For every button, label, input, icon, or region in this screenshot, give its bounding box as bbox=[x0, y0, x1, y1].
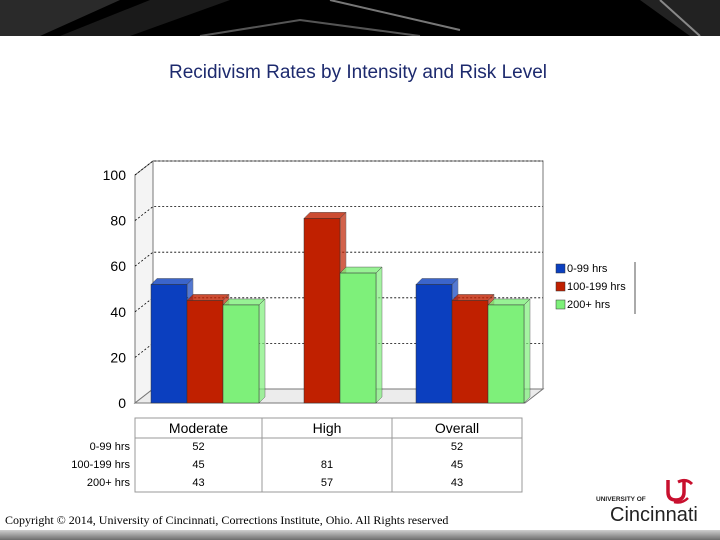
table-cell-value: 57 bbox=[321, 477, 333, 489]
bottom-bar bbox=[0, 530, 720, 540]
table-cell-value: 52 bbox=[451, 441, 463, 453]
banner-swoosh-graphic bbox=[0, 0, 720, 36]
bar-top bbox=[186, 294, 230, 301]
bar bbox=[415, 284, 453, 404]
top-decorative-banner bbox=[0, 0, 720, 36]
table-cell-value: 81 bbox=[321, 459, 333, 471]
bar-top bbox=[415, 278, 459, 285]
category-label: Moderate bbox=[169, 420, 228, 436]
table-cell-value: 43 bbox=[451, 477, 463, 489]
table-cell-value: 45 bbox=[451, 459, 463, 471]
data-table-border bbox=[134, 417, 523, 493]
legend-swatch bbox=[555, 281, 566, 292]
bar bbox=[150, 284, 188, 404]
bar bbox=[186, 300, 224, 404]
legend-swatch bbox=[555, 299, 566, 310]
table-cell-value: 45 bbox=[192, 459, 204, 471]
bar-top bbox=[451, 294, 495, 301]
table-cell-value: 52 bbox=[192, 441, 204, 453]
bar-top bbox=[222, 298, 266, 306]
bar bbox=[222, 304, 260, 404]
legend-swatch bbox=[555, 263, 566, 274]
y-tick-label: 80 bbox=[110, 213, 126, 229]
bar-side bbox=[258, 298, 266, 404]
bar bbox=[303, 218, 341, 404]
y-tick-label: 100 bbox=[103, 167, 127, 183]
chart-side-wall bbox=[134, 159, 154, 405]
legend-label: 200+ hrs bbox=[567, 299, 611, 311]
category-label: High bbox=[313, 420, 342, 436]
y-tick-label: 40 bbox=[110, 304, 126, 320]
table-row-label: 100-199 hrs bbox=[71, 459, 130, 471]
y-tick-label: 0 bbox=[118, 395, 126, 411]
chart-title: Recidivism Rates by Intensity and Risk L… bbox=[168, 62, 548, 83]
logo-cincinnati: Cincinnati bbox=[610, 504, 698, 524]
legend-label: 0-99 hrs bbox=[567, 263, 608, 275]
copyright-notice: Copyright © 2014, University of Cincinna… bbox=[5, 513, 449, 527]
bar-top bbox=[150, 278, 194, 285]
legend-label: 100-199 hrs bbox=[567, 281, 626, 293]
bar-top bbox=[303, 212, 347, 219]
bar-side bbox=[375, 266, 383, 404]
bar bbox=[451, 300, 489, 404]
category-label: Overall bbox=[435, 420, 479, 436]
bar-top bbox=[487, 298, 531, 306]
bar bbox=[487, 304, 525, 404]
table-row-label: 0-99 hrs bbox=[90, 441, 131, 453]
table-row-label: 200+ hrs bbox=[87, 477, 131, 489]
bar-top bbox=[339, 266, 383, 274]
y-tick-label: 60 bbox=[110, 258, 126, 274]
y-tick-label: 20 bbox=[110, 349, 126, 365]
table-cell-value: 43 bbox=[192, 477, 204, 489]
uc-logo-mark: UNIVERSITY OF Cincinnati bbox=[596, 478, 698, 526]
bar bbox=[339, 272, 377, 404]
university-logo: UNIVERSITY OF Cincinnati bbox=[596, 478, 700, 526]
bar-side bbox=[523, 298, 531, 404]
logo-university-of: UNIVERSITY OF bbox=[596, 496, 646, 503]
